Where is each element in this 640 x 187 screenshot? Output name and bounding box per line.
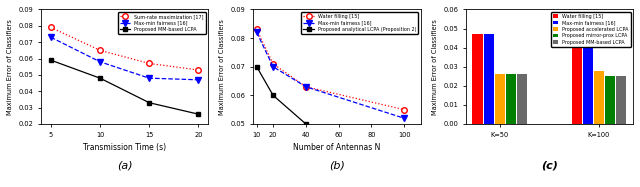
X-axis label: Number of Antennas N: Number of Antennas N — [293, 143, 381, 152]
Bar — [594, 70, 604, 124]
Sum-rate maximization [17] — [195, 69, 202, 71]
Proposed analytical LCPA (Proposition 2) — [269, 94, 277, 96]
Sum-rate maximization [17] — [47, 26, 54, 29]
Line: Water filling [15]: Water filling [15] — [254, 27, 407, 112]
Line: Max-min fairness [16]: Max-min fairness [16] — [48, 34, 201, 83]
Water filling [15] — [253, 28, 260, 31]
Y-axis label: Maximum Error of Classifiers: Maximum Error of Classifiers — [432, 19, 438, 115]
Max-min fairness [16] — [401, 117, 408, 119]
Water filling [15] — [302, 86, 310, 88]
Line: Proposed analytical LCPA (Proposition 2): Proposed analytical LCPA (Proposition 2) — [254, 64, 406, 161]
Proposed analytical LCPA (Proposition 2) — [401, 157, 408, 160]
Proposed MM-based LCPA — [96, 77, 104, 79]
Water filling [15] — [269, 63, 277, 65]
Line: Max-min fairness [16]: Max-min fairness [16] — [254, 30, 407, 121]
Bar — [616, 76, 627, 124]
Text: (c): (c) — [541, 161, 558, 171]
Legend: Water filling [15], Max-min fairness [16], Proposed analytical LCPA (Proposition: Water filling [15], Max-min fairness [16… — [301, 12, 418, 34]
Bar — [582, 48, 593, 124]
Legend: Water filling [15], Max-min fairness [16], Proposed accelerated LCPA, Proposed m: Water filling [15], Max-min fairness [16… — [552, 12, 630, 47]
Bar — [517, 74, 527, 124]
Bar — [495, 74, 505, 124]
Max-min fairness [16] — [96, 61, 104, 63]
Bar — [506, 74, 516, 124]
Proposed analytical LCPA (Proposition 2) — [253, 66, 260, 68]
Sum-rate maximization [17] — [96, 49, 104, 51]
Max-min fairness [16] — [145, 77, 153, 79]
Bar — [605, 76, 615, 124]
Bar — [572, 42, 582, 124]
Line: Proposed MM-based LCPA: Proposed MM-based LCPA — [49, 58, 201, 117]
Max-min fairness [16] — [47, 36, 54, 38]
Bar — [484, 34, 494, 124]
Line: Sum-rate maximization [17]: Sum-rate maximization [17] — [48, 25, 201, 73]
Water filling [15] — [401, 108, 408, 111]
Text: (b): (b) — [329, 161, 345, 171]
Y-axis label: Maximum Error of Classifiers: Maximum Error of Classifiers — [220, 19, 225, 115]
Max-min fairness [16] — [302, 86, 310, 88]
Text: (a): (a) — [117, 161, 132, 171]
Bar — [472, 34, 483, 124]
Max-min fairness [16] — [253, 31, 260, 33]
Proposed MM-based LCPA — [145, 102, 153, 104]
Proposed analytical LCPA (Proposition 2) — [302, 123, 310, 125]
Proposed MM-based LCPA — [195, 113, 202, 115]
X-axis label: Transmission Time (s): Transmission Time (s) — [83, 143, 166, 152]
Max-min fairness [16] — [269, 66, 277, 68]
Y-axis label: Maximum Error of Classifiers: Maximum Error of Classifiers — [7, 19, 13, 115]
Max-min fairness [16] — [195, 79, 202, 81]
Legend: Sum-rate maximization [17], Max-min fairness [16], Proposed MM-based LCPA: Sum-rate maximization [17], Max-min fair… — [118, 12, 206, 34]
Proposed MM-based LCPA — [47, 59, 54, 61]
Sum-rate maximization [17] — [145, 62, 153, 65]
